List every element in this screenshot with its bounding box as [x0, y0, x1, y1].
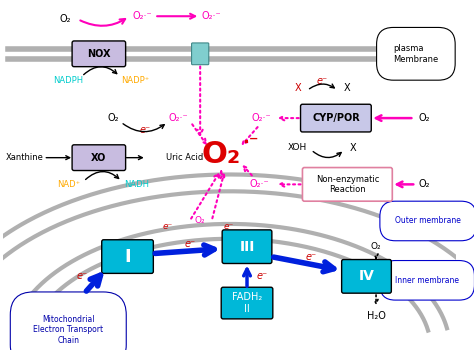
Text: FADH₂
II: FADH₂ II [232, 292, 262, 314]
FancyBboxPatch shape [302, 168, 392, 201]
FancyBboxPatch shape [191, 43, 209, 65]
Text: Mitochondrial
Electron Transport
Chain: Mitochondrial Electron Transport Chain [33, 315, 103, 345]
FancyBboxPatch shape [222, 230, 272, 264]
Text: e⁻: e⁻ [305, 252, 317, 261]
Text: NADH: NADH [55, 298, 85, 308]
FancyBboxPatch shape [102, 240, 154, 273]
Text: O₂·⁻: O₂·⁻ [202, 11, 221, 21]
Text: Non-enzymatic
Reaction: Non-enzymatic Reaction [316, 175, 379, 194]
Text: O₂: O₂ [108, 113, 119, 123]
Text: Xanthine: Xanthine [5, 153, 43, 162]
Text: H₂O: H₂O [366, 311, 385, 321]
FancyBboxPatch shape [72, 41, 126, 66]
Text: e⁻: e⁻ [256, 271, 268, 281]
Text: X: X [294, 83, 301, 93]
Text: e⁻: e⁻ [76, 271, 87, 281]
Text: Uric Acid: Uric Acid [166, 153, 203, 162]
Text: I: I [124, 247, 131, 266]
Text: e⁻: e⁻ [139, 125, 150, 135]
Text: Inner membrane: Inner membrane [395, 276, 459, 285]
Text: III: III [239, 240, 255, 254]
Text: XOH: XOH [288, 143, 307, 152]
Text: e⁻: e⁻ [184, 239, 195, 249]
Text: O₂: O₂ [195, 216, 206, 225]
Text: O₂·⁻: O₂·⁻ [132, 11, 152, 21]
Text: NADPH: NADPH [53, 76, 83, 85]
Text: O₂·⁻: O₂·⁻ [168, 113, 188, 123]
Text: O₂·⁻: O₂·⁻ [250, 179, 269, 189]
Text: NADP⁺: NADP⁺ [121, 76, 149, 85]
FancyBboxPatch shape [72, 145, 126, 170]
Text: X: X [344, 83, 351, 93]
Text: NOX: NOX [87, 49, 110, 59]
Text: XO: XO [91, 153, 107, 163]
Text: O₂: O₂ [60, 14, 71, 24]
Text: e⁻: e⁻ [317, 76, 328, 85]
Text: X: X [350, 143, 356, 153]
Text: CYP/POR: CYP/POR [312, 113, 360, 123]
Text: O₂: O₂ [418, 179, 429, 189]
Text: O₂: O₂ [418, 113, 429, 123]
Text: O₂·⁻: O₂·⁻ [252, 113, 271, 123]
FancyBboxPatch shape [342, 260, 392, 293]
Text: plasma
Membrane: plasma Membrane [393, 44, 438, 63]
Text: IV: IV [358, 270, 374, 284]
FancyBboxPatch shape [301, 104, 371, 132]
Text: NADH: NADH [125, 180, 150, 189]
Text: ·⁻: ·⁻ [242, 134, 258, 152]
Text: e⁻: e⁻ [163, 222, 173, 231]
Text: e⁻: e⁻ [224, 222, 234, 231]
FancyBboxPatch shape [221, 287, 273, 319]
Text: Outer membrane: Outer membrane [395, 216, 461, 225]
Text: O₂: O₂ [201, 140, 241, 169]
Text: NAD⁺: NAD⁺ [57, 180, 80, 189]
Text: O₂: O₂ [371, 242, 382, 251]
